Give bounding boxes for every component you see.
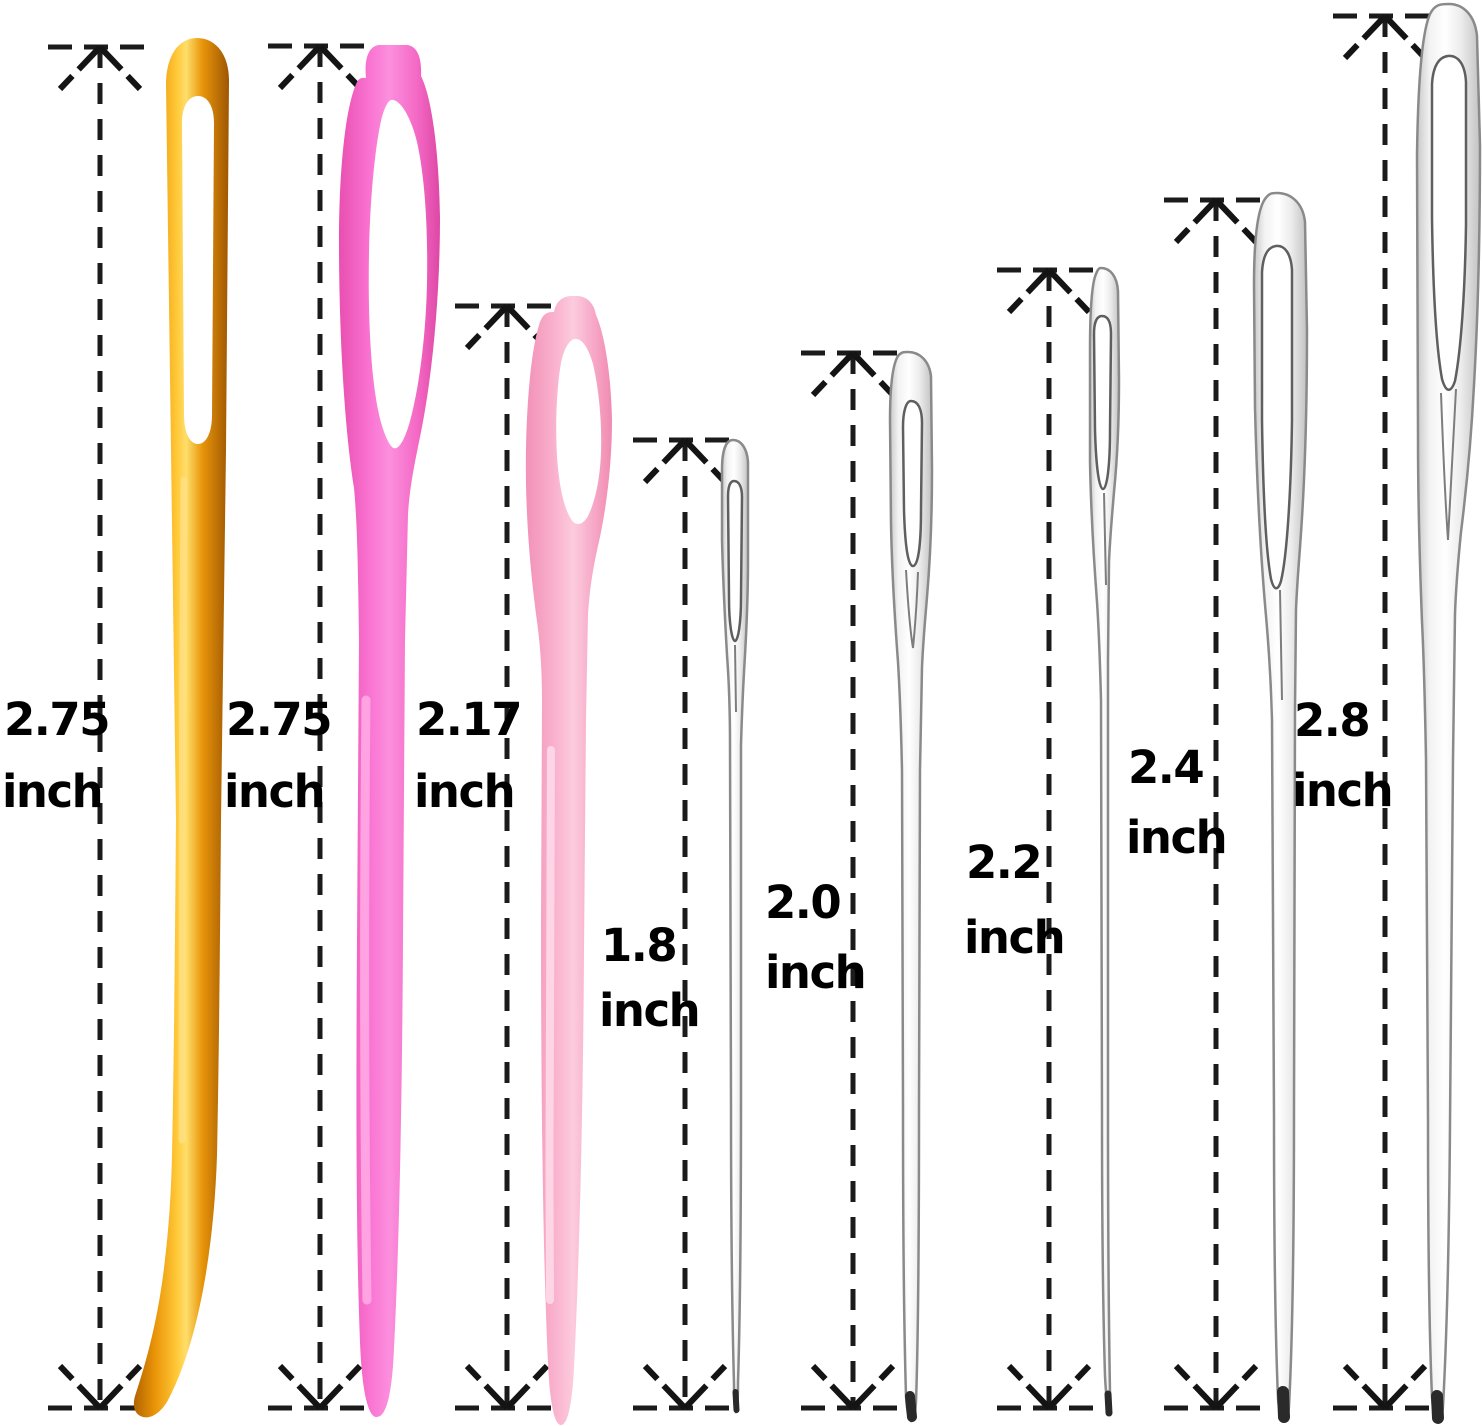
arrowhead-top (57, 44, 103, 92)
arrowhead-bottom (277, 1363, 323, 1411)
arrowhead-top (810, 350, 856, 398)
needle-eye (1092, 314, 1113, 491)
size-labels: 2.75 inch 2.75 inch 2.17 inch 1.8 inch 2… (2, 693, 1394, 1037)
arrowhead-top (1213, 197, 1259, 245)
needle-eye (182, 96, 214, 444)
size-value-2: 2.75 (226, 693, 331, 746)
dimension-arrow-4 (633, 437, 737, 1411)
needle-eye (1430, 54, 1468, 391)
size-unit-6: inch (964, 911, 1064, 964)
needle-eye (1260, 244, 1294, 590)
eye-groove (905, 569, 919, 649)
eye-groove (1279, 589, 1283, 701)
arrowhead-top (1342, 13, 1388, 61)
needle-tip (905, 1391, 917, 1422)
arrowhead-top (317, 43, 363, 91)
arrowhead-bottom (810, 1363, 856, 1411)
needle-steel-large (1415, 2, 1482, 1424)
arrowhead-bottom (1173, 1363, 1219, 1411)
needle-tip (1104, 1390, 1113, 1417)
size-unit-2: inch (224, 765, 324, 818)
size-value-6: 2.2 (966, 836, 1041, 889)
eye-groove (1103, 492, 1107, 586)
dimension-arrow-6 (997, 267, 1101, 1411)
needle-highlight (178, 476, 188, 1144)
needle-highlight (360, 695, 372, 1305)
size-unit-5: inch (765, 946, 865, 999)
arrowhead-bottom (682, 1363, 728, 1411)
dimension-arrow-8 (1333, 13, 1437, 1411)
arrowhead-top (642, 437, 688, 485)
needle-hot-pink (339, 45, 440, 1418)
needle-eye (726, 479, 744, 643)
size-value-5: 2.0 (765, 876, 840, 929)
arrowhead-bottom (1006, 1363, 1052, 1411)
eye-groove (734, 644, 737, 713)
arrowhead-bottom (464, 1363, 510, 1411)
arrowhead-bottom (504, 1363, 550, 1411)
size-value-7: 2.4 (1128, 741, 1203, 794)
size-value-8: 2.8 (1294, 694, 1369, 747)
needle-tip (1277, 1386, 1290, 1423)
size-unit-1: inch (2, 765, 102, 818)
dimension-arrow-7 (1164, 197, 1268, 1411)
arrowhead-bottom (317, 1363, 363, 1411)
size-unit-7: inch (1126, 811, 1226, 864)
arrowhead-bottom (1213, 1363, 1259, 1411)
arrowhead-top (850, 350, 896, 398)
needle-eye (368, 99, 428, 449)
needle-steel-3 (1088, 266, 1121, 1417)
size-value-4: 1.8 (601, 919, 676, 972)
needle-steel-small (720, 438, 750, 1414)
arrowhead-bottom (97, 1363, 143, 1411)
arrowhead-top (1173, 197, 1219, 245)
arrowhead-top (277, 43, 323, 91)
arrowhead-bottom (642, 1363, 688, 1411)
size-value-3: 2.17 (416, 693, 521, 746)
needle-gold-bent-tip (133, 38, 229, 1418)
dimension-arrow-3 (455, 303, 559, 1411)
arrowhead-top (1382, 13, 1428, 61)
needle-tip (732, 1389, 740, 1413)
arrowhead-top (464, 303, 510, 351)
arrowhead-bottom (1382, 1363, 1428, 1411)
needle-steel-4 (1252, 191, 1309, 1423)
needle-light-pink (525, 296, 612, 1425)
size-unit-4: inch (599, 984, 699, 1037)
arrowhead-bottom (850, 1363, 896, 1411)
needle-tip (1431, 1390, 1444, 1424)
size-unit-8: inch (1292, 764, 1392, 817)
arrowhead-bottom (1046, 1363, 1092, 1411)
arrowhead-bottom (57, 1363, 103, 1411)
arrowhead-top (1046, 267, 1092, 315)
needle-eye (901, 399, 924, 568)
arrowhead-top (1006, 267, 1052, 315)
arrowhead-bottom (1342, 1363, 1388, 1411)
needle-eye (556, 338, 602, 525)
arrowhead-top (97, 44, 143, 92)
dimension-arrow-5 (801, 350, 905, 1411)
needle-highlight (545, 746, 555, 1304)
needle-body (1088, 266, 1121, 1415)
eye-groove (1440, 388, 1457, 541)
size-value-1: 2.75 (4, 693, 109, 746)
size-unit-3: inch (414, 765, 514, 818)
needle-steel-2 (888, 350, 934, 1423)
dimension-arrow-2 (268, 43, 372, 1411)
arrowhead-top (682, 437, 728, 485)
